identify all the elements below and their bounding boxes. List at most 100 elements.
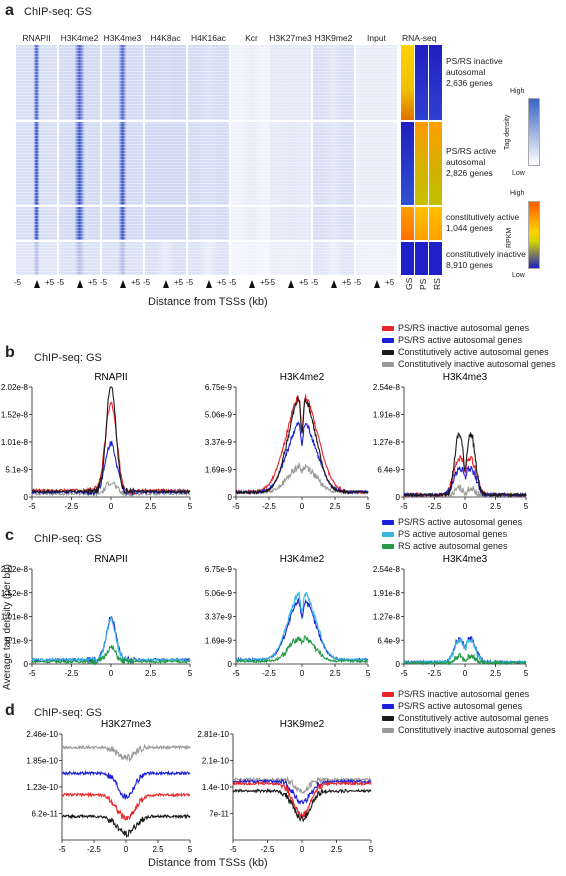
heatmap-x-tick-right: +5: [174, 278, 184, 287]
rnaseq-block: [415, 45, 428, 120]
chart-title: H3K4me3: [443, 372, 488, 383]
legend-entry: PS/RS inactive autosomal genes: [382, 323, 529, 333]
x-tick-label: -2.5: [428, 502, 442, 511]
chart-axes: [403, 387, 526, 498]
heatmap-block: [313, 242, 354, 275]
legend-swatch: [382, 703, 394, 709]
legend-entry: PS/RS active autosomal genes: [382, 517, 522, 527]
heatmap-block: [231, 207, 272, 240]
y-tick-label: 3.37e-9: [205, 613, 233, 622]
group-label-line: constitutively inactive: [446, 249, 526, 259]
heatmap-x-tick-left: -5: [143, 278, 151, 287]
y-tick-label: 1.01e-8: [1, 438, 29, 447]
group-label-line: 8,910 genes: [446, 260, 493, 270]
scale2-low: Low: [512, 272, 525, 279]
x-tick-label: 2.5: [145, 669, 157, 678]
group-label-line: PS/RS active: [446, 146, 497, 156]
y-tick-label: 2.54e-8: [373, 383, 401, 392]
legend-label: Constitutively inactive autosomal genes: [398, 725, 556, 735]
line-chart: H3K27me3 6.2e-11 1.23e-10 1.85e-10 2.46e-10 -…: [26, 719, 192, 854]
tss-arrow-icon: [287, 280, 294, 288]
heatmap-block: [231, 45, 272, 120]
heatmap-block: [188, 242, 229, 275]
series-line: [31, 615, 191, 664]
scale2-high: High: [510, 190, 525, 197]
tss-arrow-icon: [162, 280, 169, 288]
x-tick-label: 5: [188, 502, 193, 511]
tss-arrow-icon: [373, 280, 380, 288]
y-tick-label: 5.1e-9: [5, 466, 28, 475]
heatmap-block: [270, 122, 311, 205]
heatmap-block: [145, 242, 186, 275]
x-tick-label: 0: [300, 502, 305, 511]
series-line: [403, 652, 527, 666]
heatmap-x-tick-right: +5: [217, 278, 227, 287]
heatmap-x-tick-left: -5: [14, 278, 22, 287]
legend-swatch: [382, 349, 394, 355]
group-label-line: autosomal: [446, 157, 486, 167]
x-tick-label: -5: [28, 502, 36, 511]
heatmap-x-tick-left: -5: [354, 278, 362, 287]
y-tick-label: 6.4e-9: [377, 636, 400, 645]
line-chart: RNAPII 0 5.1e-9 1.01e-8 1.52e-8 2.02e-8 -5 -2.5…: [1, 372, 193, 511]
y-tick-label: 7e-11: [209, 810, 229, 819]
heatmap-block: [270, 45, 311, 120]
series-line: [31, 401, 191, 496]
y-tick-label: 5.1e-9: [5, 636, 28, 645]
x-tick-label: -2.5: [65, 502, 79, 511]
series-line: [31, 386, 191, 495]
y-tick-label: 0: [228, 660, 233, 669]
scale1-high: High: [510, 88, 525, 95]
y-tick-label: 1.69e-9: [205, 636, 233, 645]
x-tick-label: -2.5: [261, 845, 275, 854]
panel-d-subtitle: ChIP-seq: GS: [34, 707, 102, 719]
x-tick-label: -5: [400, 669, 408, 678]
heatmap-x-tick-left: -5: [229, 278, 237, 287]
legend-swatch: [382, 715, 394, 721]
y-tick-label: 0: [396, 660, 401, 669]
x-tick-label: -5: [232, 669, 240, 678]
heatmap-block: [16, 45, 57, 120]
rnaseq-column-label: PS: [418, 278, 428, 290]
rnaseq-block: [429, 45, 442, 120]
y-tick-label: 1.52e-8: [1, 589, 29, 598]
x-tick-label: 2.5: [331, 845, 343, 854]
series-line: [235, 597, 369, 663]
x-tick-label: -5: [400, 502, 408, 511]
legend-label: Constitutively active autosomal genes: [398, 347, 549, 357]
series-line: [235, 591, 369, 663]
x-tick-label: -2.5: [65, 669, 79, 678]
heatmap-block: [102, 242, 143, 275]
legend-label: PS/RS inactive autosomal genes: [398, 323, 530, 333]
scale1-label: Tag density: [504, 114, 511, 150]
legend-label: PS/RS active autosomal genes: [398, 335, 523, 345]
heatmap-block: [59, 242, 100, 275]
group-label: PS/RS inactive autosomal 2,636 genes: [446, 56, 503, 89]
heatmap-x-tick-left: -5: [57, 278, 65, 287]
series-line: [235, 461, 369, 496]
chart-title: H3K9me2: [280, 719, 325, 730]
heatmap-block: [313, 45, 354, 120]
legend-label: PS/RS active autosomal genes: [398, 517, 523, 527]
x-tick-label: -2.5: [428, 669, 442, 678]
heatmap-block: [270, 242, 311, 275]
heatmap-block: [145, 45, 186, 120]
x-tick-label: 2.5: [152, 845, 164, 854]
group-label: constitutively active 1,044 genes: [446, 212, 519, 234]
heatmap-column-label: H3K4me2: [60, 33, 99, 43]
heatmap-block: [145, 122, 186, 205]
y-tick-label: 1.91e-8: [373, 589, 401, 598]
panel-b-subtitle: ChIP-seq: GS: [34, 352, 102, 364]
heatmap-block: [270, 207, 311, 240]
heatmap-block: [356, 242, 397, 275]
x-tick-label: 2.5: [329, 502, 341, 511]
rnaseq-block: [415, 242, 428, 275]
x-tick-label: 5: [188, 669, 193, 678]
chart-title: RNAPII: [94, 554, 127, 565]
panel-c-subtitle: ChIP-seq: GS: [34, 533, 102, 545]
group-label-line: PS/RS inactive: [446, 56, 503, 66]
heatmap-block: [231, 242, 272, 275]
legend-swatch: [382, 337, 394, 343]
group-label: constitutively inactive 8,910 genes: [446, 249, 526, 271]
series-line: [235, 396, 369, 496]
